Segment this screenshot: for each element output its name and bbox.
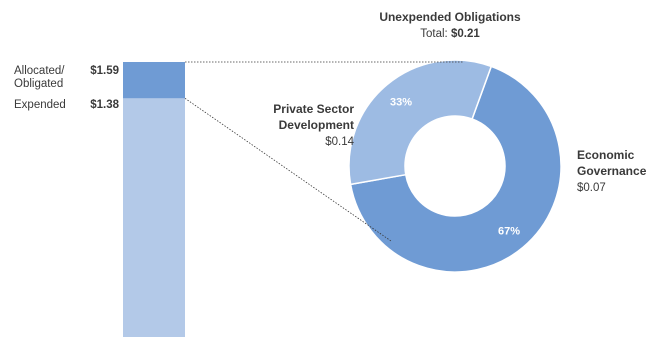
bar-label-expended: Expended <box>14 99 66 111</box>
donut-subtitle-value: $0.21 <box>451 28 480 40</box>
donut-subtitle-prefix: Total: <box>420 28 451 40</box>
donut-percent-0: 67% <box>498 225 520 237</box>
donut-slice-private-sector <box>349 65 562 273</box>
slice-label-private-line1: Private Sector <box>273 102 354 116</box>
bar-segment-obligated <box>123 62 185 99</box>
slice-label-private-line2: Development <box>279 118 354 132</box>
bar-segment-expended <box>123 98 185 337</box>
donut-percent-1: 33% <box>390 97 412 109</box>
bar-value-expended: $1.38 <box>90 99 119 111</box>
donut-slice-economic-governance <box>348 59 493 186</box>
bar-label-obligated-line2: Obligated <box>14 78 63 90</box>
slice-value-private: $0.14 <box>325 136 354 148</box>
donut-title: Unexpended Obligations <box>379 10 521 24</box>
slice-label-economic-line2: Governance <box>577 164 647 178</box>
slice-label-economic-line1: Economic <box>577 148 635 162</box>
donut-subtitle: Total: $0.21 <box>420 28 480 40</box>
bar-label-obligated-line1: Allocated/ <box>14 65 65 77</box>
slice-value-economic: $0.07 <box>577 182 606 194</box>
bar-value-obligated: $1.59 <box>90 65 119 77</box>
